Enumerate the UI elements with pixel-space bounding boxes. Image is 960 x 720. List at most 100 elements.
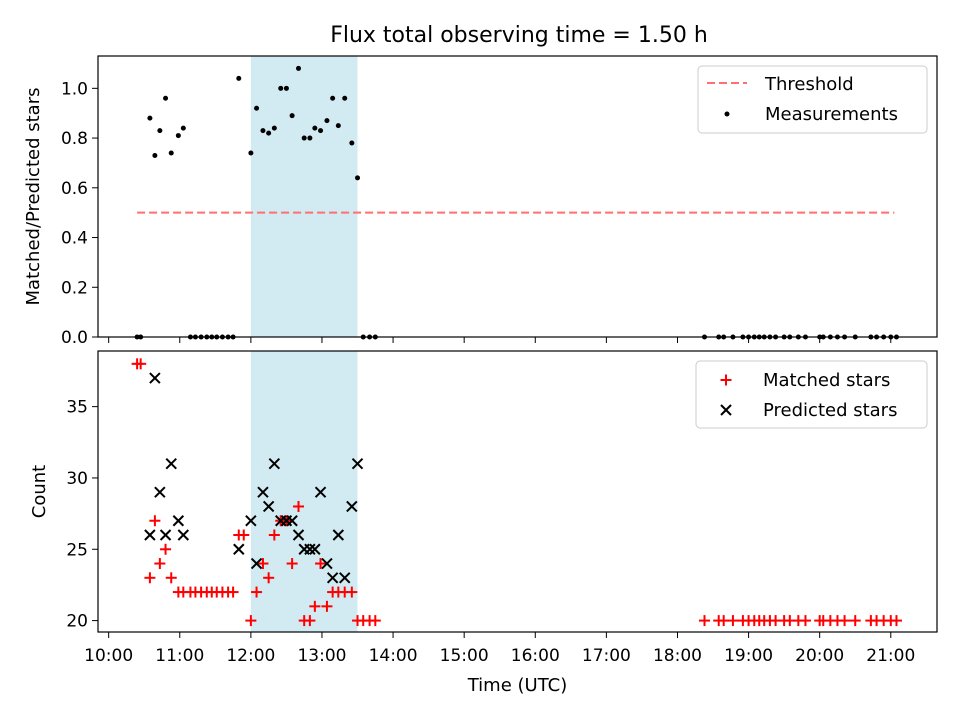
matched-star-point — [154, 558, 166, 570]
matched-star-point — [286, 558, 298, 570]
measurement-point — [296, 65, 302, 71]
legend-matched-label: Matched stars — [763, 370, 890, 391]
legend-measurements-swatch — [724, 111, 730, 117]
matched-star-point — [315, 558, 327, 570]
matched-star-point — [890, 615, 902, 627]
marker-stroke — [268, 457, 281, 470]
matched-star-point — [839, 615, 851, 627]
legend-matched-marker — [720, 374, 732, 386]
marker-stroke — [720, 404, 732, 416]
bottom-y-tick-label: 35 — [66, 398, 88, 418]
predicted-star-point — [172, 515, 185, 527]
measurement-point — [289, 113, 295, 119]
matched-star-point — [309, 600, 321, 612]
matched-star-point — [346, 586, 358, 598]
measurement-point — [307, 135, 313, 141]
measurement-point — [355, 175, 361, 181]
measurement-point — [163, 95, 169, 101]
top-legend-box — [697, 65, 928, 134]
predicted-star-point — [326, 572, 339, 584]
matched-star-point — [160, 543, 172, 555]
marker-stroke — [172, 515, 185, 527]
predicted-star-point — [292, 529, 305, 541]
matched-star-point — [165, 572, 177, 584]
predicted-star-point — [154, 486, 166, 498]
legend-predicted-swatch — [720, 404, 732, 416]
measurement-point — [283, 85, 289, 91]
top-legend: Threshold Measurements — [697, 65, 928, 134]
matched-star-point — [238, 529, 250, 541]
marker-stroke — [154, 486, 166, 498]
predicted-star-point — [268, 457, 281, 470]
measurement-point — [175, 133, 181, 139]
marker-stroke — [250, 557, 263, 570]
marker-stroke — [144, 529, 156, 541]
marker-stroke — [149, 372, 161, 384]
measurement-point — [266, 130, 272, 136]
measurement-point — [147, 115, 153, 121]
x-tick-label: 11:00 — [155, 646, 204, 666]
measurement-point — [271, 125, 277, 131]
measurement-point — [330, 95, 336, 101]
legend-predicted-marker — [720, 404, 732, 416]
top-y-tick-label: 1.0 — [61, 79, 88, 99]
marker-stroke — [233, 543, 245, 555]
observing-span-bottom — [250, 351, 358, 632]
predicted-star-point — [314, 486, 327, 498]
predicted-star-point — [233, 543, 245, 555]
top-axes-frame — [97, 55, 938, 338]
top-y-tick-label: 0.2 — [61, 278, 88, 298]
x-tick-label: 15:00 — [440, 646, 489, 666]
top-y-axis-label: Matched/Predicted stars — [23, 88, 44, 306]
measurement-point — [312, 125, 318, 131]
bottom-y-tick-label: 25 — [66, 540, 88, 560]
top-y-tick-label: 0.8 — [61, 129, 88, 149]
marker-stroke — [257, 486, 269, 498]
measurement-point — [324, 118, 330, 124]
x-tick-label: 14:00 — [369, 646, 418, 666]
top-y-tick-label: 0.6 — [61, 179, 88, 199]
bottom-axes: 20 25 30 35 10:00 11:00 12:00 13:00 14:00 15:00 1… — [29, 350, 938, 696]
matched-star-point — [263, 572, 275, 584]
x-tick-label: 17:00 — [582, 646, 631, 666]
x-tick-label: 18:00 — [653, 646, 702, 666]
x-tick-label: 10:00 — [84, 646, 133, 666]
top-y-tick-label: 0.0 — [61, 328, 88, 348]
chart-title: Flux total observing time = 1.50 h — [330, 23, 708, 48]
matched-star-point — [257, 558, 269, 570]
marker-stroke — [314, 486, 327, 498]
x-tick-label: 16:00 — [511, 646, 560, 666]
x-tick-label: 13:00 — [297, 646, 346, 666]
predicted-star-point — [332, 529, 345, 541]
legend-predicted-label: Predicted stars — [763, 400, 897, 421]
marker-stroke — [346, 500, 358, 513]
measurement-point — [168, 150, 174, 156]
matched-star-point — [698, 615, 710, 627]
matched-star-point — [251, 586, 263, 598]
measurement-point — [301, 135, 307, 141]
measurement-point — [254, 105, 260, 111]
measurement-point — [157, 128, 163, 134]
predicted-star-point — [321, 557, 333, 570]
marker-stroke — [245, 515, 257, 527]
marker-stroke — [332, 529, 345, 541]
matched-star-point — [293, 500, 305, 512]
marker-stroke — [177, 529, 190, 541]
marker-stroke — [321, 557, 333, 570]
predicted-star-point — [257, 486, 269, 498]
measurement-point — [335, 123, 341, 129]
predicted-star-point — [250, 557, 263, 570]
measurement-point — [260, 128, 266, 134]
matched-star-point — [149, 515, 161, 527]
marker-stroke — [286, 515, 298, 527]
x-tick-label: 19:00 — [724, 646, 773, 666]
marker-stroke — [159, 529, 172, 541]
predicted-star-point — [346, 500, 358, 513]
top-axes: 0.0 0.2 0.4 0.6 0.8 1.0 Matched/Predicted sta… — [23, 55, 938, 348]
matched-star-point — [144, 572, 156, 584]
x-tick-label: 21:00 — [866, 646, 915, 666]
measurement-point — [248, 150, 254, 156]
x-tick-label: 20:00 — [795, 646, 844, 666]
measurement-point — [342, 95, 348, 101]
